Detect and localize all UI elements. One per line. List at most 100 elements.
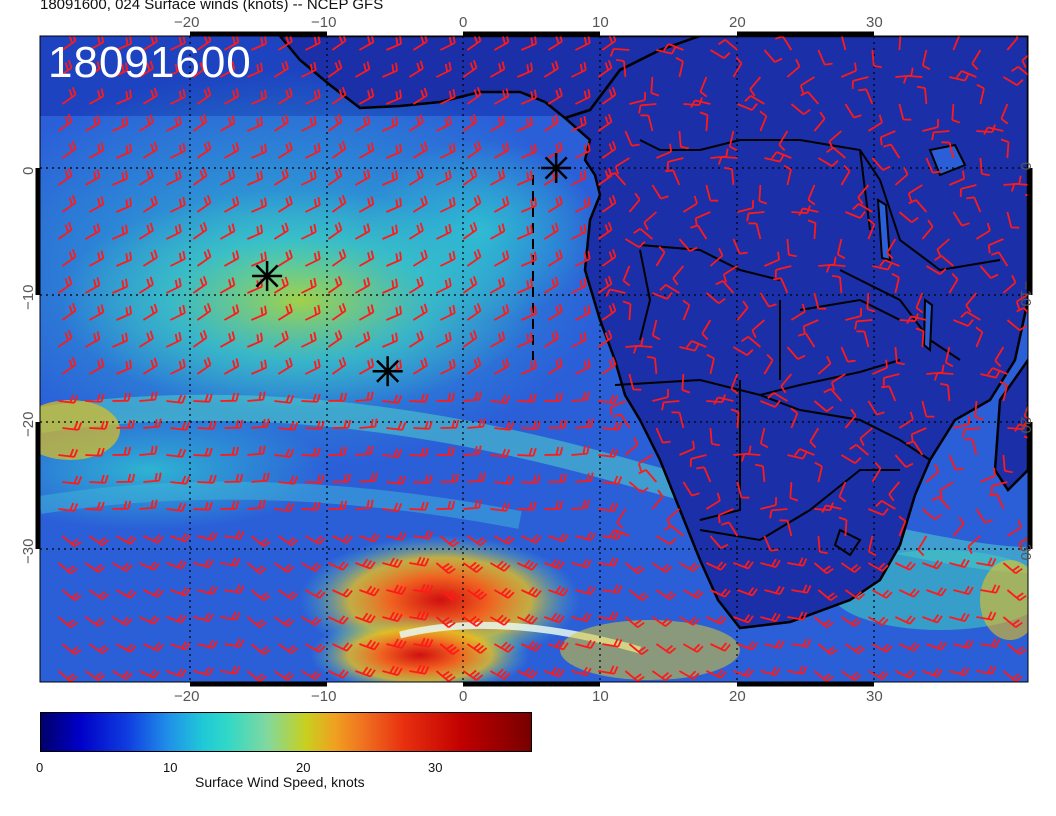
wind-barb	[814, 461, 823, 483]
wind-barb	[601, 36, 617, 51]
wind-barb	[845, 211, 866, 219]
wind-barb	[926, 587, 947, 597]
wind-barb	[467, 418, 486, 429]
wind-barb	[166, 614, 187, 624]
wind-barb	[682, 589, 704, 599]
wind-barb	[219, 61, 236, 78]
wind-barb	[813, 562, 834, 575]
wind-barb	[409, 393, 429, 403]
wind-barb	[871, 589, 893, 599]
wind-barb	[466, 248, 482, 267]
wind-barb	[710, 642, 731, 652]
wind-barb	[193, 447, 213, 457]
wind-barb	[883, 143, 901, 159]
wind-barb	[61, 140, 77, 159]
wind-barb	[305, 474, 325, 484]
wind-barb	[305, 358, 321, 375]
wind-barb	[224, 530, 245, 540]
wind-barb	[277, 643, 299, 654]
wind-barb	[112, 170, 128, 186]
wind-barb	[544, 612, 565, 624]
wind-barb	[1018, 537, 1028, 551]
wind-barb	[629, 92, 646, 105]
wind-barb	[277, 36, 293, 51]
wind-barb	[196, 356, 212, 375]
wind-barb	[571, 169, 587, 186]
wind-barb	[548, 585, 569, 597]
wind-barb	[251, 36, 267, 51]
wind-barb	[138, 168, 154, 186]
wind-barb	[116, 419, 136, 429]
wind-barb	[170, 587, 191, 597]
wind-barb	[84, 616, 106, 627]
wind-barb	[196, 302, 212, 321]
wind-barb	[301, 277, 317, 294]
wind-barb	[679, 440, 695, 456]
wind-barb	[331, 356, 347, 375]
wind-barb	[436, 223, 452, 240]
wind-barb	[305, 88, 321, 105]
wind-barb	[355, 558, 376, 570]
wind-barb	[906, 315, 927, 324]
wind-barb	[976, 665, 997, 675]
wind-barb	[170, 533, 191, 543]
wind-barb	[1002, 454, 1013, 474]
wind-barb	[786, 238, 797, 258]
wind-barb	[493, 250, 510, 267]
wind-barb	[138, 222, 154, 240]
wind-barb	[678, 670, 700, 680]
wind-barb	[1006, 643, 1027, 656]
wind-barb	[327, 59, 343, 78]
wind-barb	[116, 305, 132, 321]
wind-barb	[915, 327, 925, 348]
wind-barb	[219, 169, 236, 186]
wind-barb	[61, 356, 77, 375]
wind-barb	[440, 419, 460, 429]
wind-barb	[88, 142, 105, 159]
wind-barb	[682, 481, 700, 497]
wind-barb	[138, 276, 154, 294]
wind-barb	[111, 562, 133, 572]
wind-barb	[84, 277, 101, 294]
wind-barb	[652, 389, 669, 402]
wind-barb	[521, 36, 537, 51]
wind-barb	[624, 436, 639, 456]
wind-barb	[88, 196, 105, 213]
wind-barb	[112, 446, 132, 456]
wind-barb	[412, 249, 428, 267]
wind-barb	[976, 611, 997, 621]
wind-barb	[170, 641, 191, 651]
wind-barb	[678, 238, 698, 252]
storm-marker	[372, 356, 403, 387]
wind-barb	[1030, 227, 1046, 239]
wind-barb	[223, 196, 240, 213]
frame-ticks	[35, 31, 1033, 687]
wind-barb	[466, 140, 482, 159]
wind-barb	[112, 392, 132, 402]
wind-barb	[989, 493, 1005, 510]
wind-barb	[543, 222, 559, 240]
wind-barb	[143, 418, 162, 429]
wind-barb	[852, 203, 873, 213]
wind-barb	[856, 330, 870, 348]
wind-barb	[274, 448, 295, 458]
wind-barb	[88, 535, 110, 546]
wind-barb	[359, 418, 378, 429]
wind-barb	[462, 561, 484, 573]
wind-barb	[440, 473, 460, 483]
wind-barb	[854, 319, 873, 330]
wind-barb	[166, 169, 182, 186]
wind-barb	[111, 616, 133, 626]
wind-barb	[112, 500, 132, 510]
wind-barb	[759, 427, 769, 449]
wind-barb	[274, 502, 295, 512]
wind-barb	[944, 346, 954, 368]
wind-barb	[602, 421, 623, 431]
wind-barb	[88, 643, 110, 654]
wind-barb	[925, 463, 940, 483]
wind-barb	[840, 346, 856, 363]
wind-barb	[652, 292, 673, 300]
wind-barb	[571, 391, 590, 402]
wind-barb	[88, 88, 105, 105]
wind-barb	[247, 391, 266, 402]
